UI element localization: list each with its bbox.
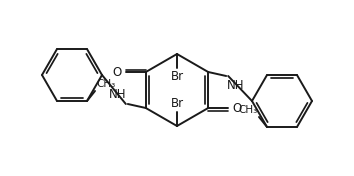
Text: CH₃: CH₃ xyxy=(96,79,115,89)
Text: Br: Br xyxy=(170,70,184,83)
Text: O: O xyxy=(232,102,241,115)
Text: CH₃: CH₃ xyxy=(239,105,258,115)
Text: NH: NH xyxy=(227,79,245,92)
Text: NH: NH xyxy=(109,88,127,101)
Text: Br: Br xyxy=(170,97,184,110)
Text: O: O xyxy=(113,65,122,78)
